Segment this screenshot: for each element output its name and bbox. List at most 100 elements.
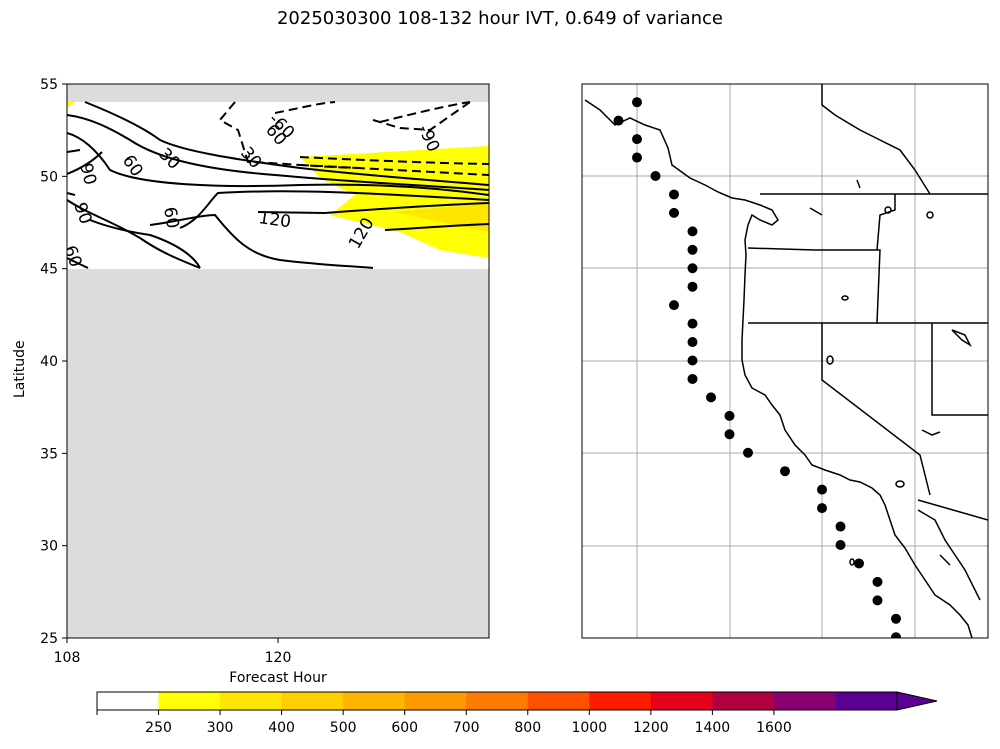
contour-line: [257, 202, 489, 215]
contour-line: [67, 192, 76, 196]
map-point: [854, 558, 864, 569]
map-point: [650, 171, 661, 181]
map-point: [817, 503, 827, 514]
map-point: [687, 373, 698, 384]
map-point: [687, 263, 698, 274]
map-gridlines: [582, 84, 988, 638]
colorbar-tick-label: 1000: [571, 720, 607, 736]
colorbar-segment: [97, 692, 160, 710]
y-tick-label: 30: [40, 539, 58, 555]
contour-line-dashed: [299, 164, 489, 176]
x-tick-label: 120: [265, 650, 292, 666]
contour-label: 60: [59, 243, 85, 270]
contour-label: 60: [159, 205, 182, 230]
x-axis-label: Forecast Hour: [229, 670, 327, 686]
contour-line-dashed: [379, 101, 471, 123]
coastline: [584, 99, 973, 638]
map-point: [687, 281, 698, 292]
map-point: [724, 429, 735, 440]
colorbar: 250 300 400 500 600 700 800 1000 1200 1400 1600: [96, 691, 938, 736]
colorbar-segment: [712, 692, 775, 710]
colorbar-tick-label: 300: [207, 720, 234, 736]
colorbar-tick-label: 500: [330, 720, 357, 736]
map-point: [817, 484, 827, 495]
x-tick-label: 108: [54, 650, 81, 666]
baja-gulf-coast: [917, 509, 981, 601]
map-point: [687, 337, 698, 348]
contour-line: [67, 199, 201, 269]
colorbar-segment: [281, 692, 344, 710]
colorbar-tick-label: 1600: [756, 720, 792, 736]
contour-line: [67, 132, 489, 196]
ivt-fill-corner: [67, 102, 75, 108]
y-tick-label: 35: [40, 446, 58, 462]
colorbar-segment: [343, 692, 406, 710]
y-axis-label: Latitude: [12, 340, 28, 398]
map-point: [632, 152, 642, 163]
map-point: [872, 595, 883, 606]
map-point: [835, 540, 846, 550]
map-point: [669, 189, 679, 200]
map-point: [687, 226, 698, 237]
contour-line: [179, 190, 489, 229]
chart-title: 2025030300 108-132 hour IVT, 0.649 of va…: [276, 8, 723, 29]
contour-line: [67, 114, 489, 191]
map-point: [743, 447, 753, 458]
colorbar-segment: [404, 692, 467, 710]
y-tick-label: 45: [40, 262, 58, 278]
ivt-fill-250: [300, 146, 489, 258]
map-point: [835, 521, 846, 532]
y-tick-label: 55: [40, 77, 58, 93]
colorbar-extend-arrow: [896, 691, 938, 711]
map-point: [632, 134, 642, 145]
map-point: [706, 392, 716, 403]
map-point: [632, 97, 642, 108]
contour-line-dashed: [372, 101, 471, 132]
contour-line-dashed: [274, 101, 336, 114]
colorbar-tick-label: 600: [391, 720, 418, 736]
contour-line-dashed: [218, 101, 361, 169]
colorbar-tick-label: 1200: [633, 720, 669, 736]
map-point: [872, 576, 883, 587]
contour-line-dashed: [299, 156, 489, 165]
y-tick-label: 50: [40, 169, 58, 185]
map-point: [613, 115, 624, 126]
y-tick-label: 25: [40, 631, 58, 647]
colorbar-segment: [220, 692, 283, 710]
map-points: [613, 97, 901, 638]
colorbar-segment: [650, 692, 713, 710]
x-axis: 108 120: [54, 638, 292, 666]
colorbar-frame: [96, 691, 898, 711]
map-point: [669, 300, 679, 311]
contour-line: [67, 149, 81, 153]
colorbar-tick-label: 700: [453, 720, 480, 736]
contour-line: [84, 101, 489, 186]
map-point: [891, 632, 901, 638]
colorbar-tick-label: 1400: [695, 720, 731, 736]
map-frame: [581, 83, 989, 639]
contour-line: [67, 151, 103, 175]
map-point: [891, 613, 901, 624]
contour-line: [384, 223, 489, 231]
map-point: [687, 244, 698, 255]
colorbar-tick-label: 400: [268, 720, 295, 736]
colorbar-tick-label: 800: [514, 720, 541, 736]
map-point: [687, 318, 698, 329]
colorbar-segment: [589, 692, 652, 710]
contour-label: 120: [257, 208, 292, 232]
colorbar-segment: [158, 692, 221, 710]
map-point: [724, 410, 735, 421]
map-point: [780, 466, 790, 477]
y-axis: 25 30 35 40 45 50 55: [40, 77, 67, 647]
colorbar-segment: [527, 692, 590, 710]
contour-line: [67, 257, 89, 269]
colorbar-segment: [835, 692, 898, 710]
political-borders: [747, 84, 988, 521]
contour-line: [89, 219, 201, 269]
colorbar-segment: [773, 692, 836, 710]
colorbar-tick-label: 250: [145, 720, 172, 736]
map-point: [687, 355, 698, 366]
map-panel: [582, 84, 988, 638]
contour-line: [149, 213, 374, 269]
